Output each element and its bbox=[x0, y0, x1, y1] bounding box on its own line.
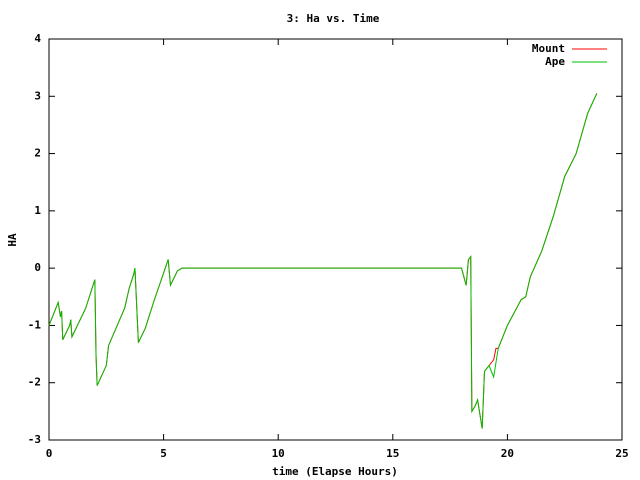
y-axis-label: HA bbox=[6, 233, 19, 247]
x-tick-label: 10 bbox=[272, 447, 285, 460]
y-tick-label: 0 bbox=[34, 261, 41, 274]
legend-label: Mount bbox=[532, 42, 565, 55]
x-axis-label: time (Elapse Hours) bbox=[272, 465, 398, 478]
y-tick-label: 3 bbox=[34, 89, 41, 102]
data-line bbox=[48, 93, 598, 429]
x-tick-label: 15 bbox=[386, 447, 399, 460]
y-tick-label: -3 bbox=[28, 433, 41, 446]
x-tick-label: 0 bbox=[46, 447, 53, 460]
x-tick-label: 20 bbox=[501, 447, 514, 460]
plot-border bbox=[48, 38, 623, 441]
y-tick-label: 4 bbox=[34, 32, 41, 45]
legend-label: Ape bbox=[545, 55, 565, 68]
y-tick-label: 2 bbox=[34, 147, 41, 160]
y-tick-label: 1 bbox=[34, 204, 41, 217]
x-tick-label: 5 bbox=[160, 447, 167, 460]
y-tick-label: -2 bbox=[28, 376, 41, 389]
y-tick-label: -1 bbox=[28, 318, 42, 331]
data-line bbox=[48, 93, 598, 429]
chart-title: 3: Ha vs. Time bbox=[287, 12, 380, 25]
x-tick-label: 25 bbox=[615, 447, 628, 460]
